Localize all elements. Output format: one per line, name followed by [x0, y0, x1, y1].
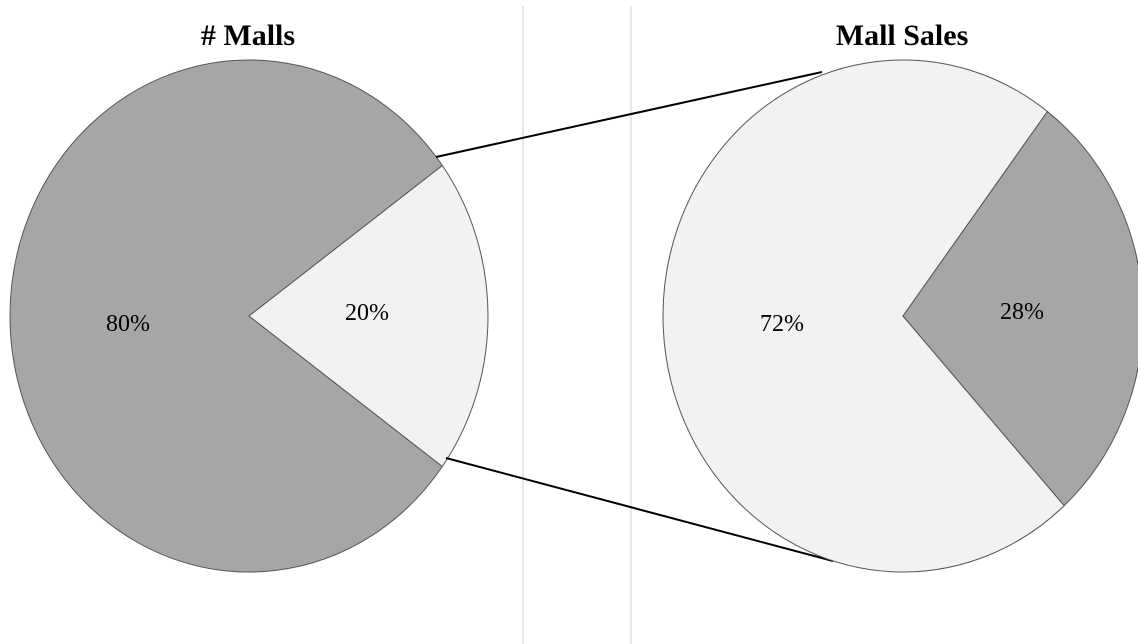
connector-line-bottom	[445, 457, 834, 562]
pie-mall-sales-title: Mall Sales	[836, 19, 969, 52]
pie-mall-sales-slice-72	[662, 59, 1065, 573]
pie-malls-label-20: 20%	[345, 300, 389, 326]
pie-mall-sales-label-28: 28%	[1000, 299, 1044, 325]
pie-mall-sales-label-72: 72%	[760, 311, 804, 337]
pie-malls: 80% 20% # Malls	[9, 19, 489, 573]
pie-malls-title: # Malls	[201, 19, 295, 52]
pie-mall-sales: 72% 28% Mall Sales	[662, 19, 1138, 573]
pie-malls-slice-20	[248, 164, 489, 468]
pie-mall-sales-slice-28	[902, 110, 1138, 507]
connector-line-top	[435, 71, 823, 158]
pie-malls-slice-80	[9, 59, 444, 573]
pie-malls-label-80: 80%	[106, 311, 150, 337]
